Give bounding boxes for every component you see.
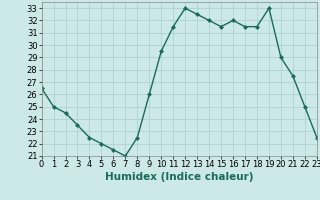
X-axis label: Humidex (Indice chaleur): Humidex (Indice chaleur) bbox=[105, 172, 253, 182]
